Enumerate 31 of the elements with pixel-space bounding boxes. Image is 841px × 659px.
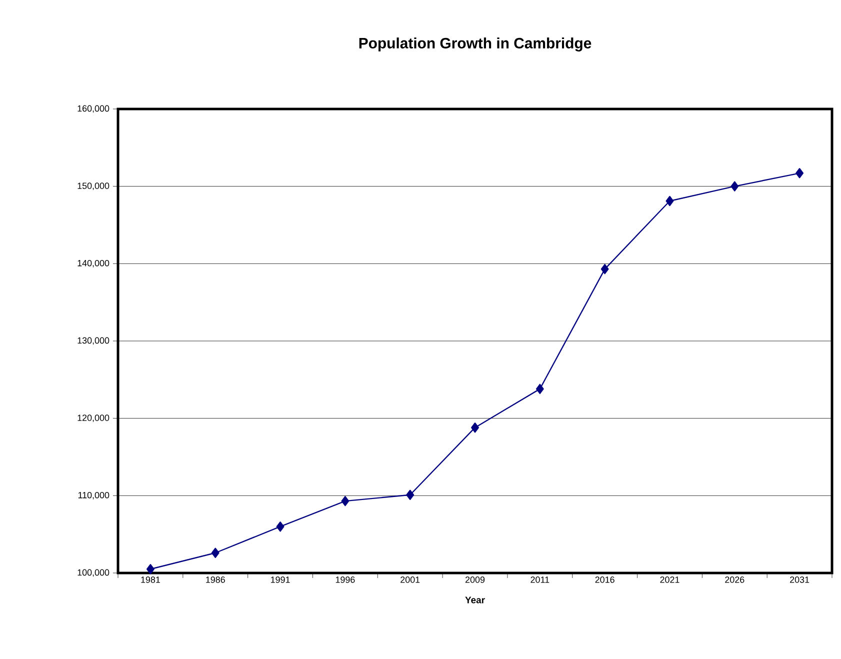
point [146,564,154,574]
x-tick-label: 2009 [465,576,485,583]
x-tick-label: 2021 [660,576,680,583]
y-tick-label: 150,000 [78,182,110,190]
point [276,521,284,532]
x-tick-label: 1996 [336,576,355,583]
point [730,181,739,192]
y-tick-label: 110,000 [78,492,110,500]
point [471,422,479,433]
point [211,548,220,558]
x-tick-label: 2016 [595,576,614,583]
point [341,496,350,506]
x-tick-label: 1991 [270,576,290,583]
x-axis-title: Year [465,596,485,604]
y-tick-label: 120,000 [78,414,110,422]
y-tick-label: 100,000 [78,569,110,577]
point [796,168,804,178]
chart-title: Population Growth in Cambridge [359,37,592,52]
y-tick-label: 160,000 [78,105,110,113]
y-tick-label: 130,000 [78,337,110,345]
point [536,384,544,394]
x-tick-label: 2011 [530,576,550,583]
point [600,264,609,274]
x-tick-label: 2001 [400,576,420,583]
point [666,196,674,206]
x-tick-label: 2031 [790,576,810,583]
y-tick-label: 140,000 [78,260,110,268]
x-tick-label: 1986 [206,576,225,583]
x-tick-label: 1981 [141,576,160,583]
point [406,490,414,500]
x-tick-label: 2026 [725,576,744,583]
